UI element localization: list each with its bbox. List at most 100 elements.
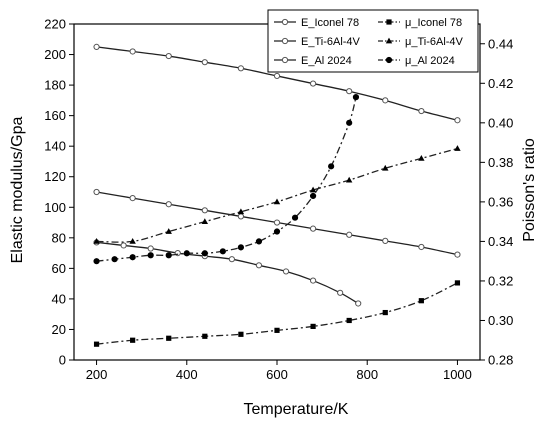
data-point (273, 198, 281, 205)
data-point (237, 213, 245, 220)
y-right-tick-label: 0.40 (488, 115, 513, 130)
legend-label: E_Al 2024 (301, 55, 352, 67)
y-right-tick-label: 0.34 (488, 234, 513, 249)
y-left-tick-label: 100 (44, 200, 66, 215)
data-point (355, 300, 362, 307)
data-point (418, 298, 424, 304)
data-point (93, 258, 100, 265)
legend-label: E_Iconel 78 (301, 17, 359, 29)
data-point (418, 155, 425, 161)
y-right-tick-label: 0.28 (488, 353, 513, 368)
legend-marker (385, 37, 393, 44)
y-left-tick-label: 160 (44, 108, 66, 123)
y-left-tick-label: 200 (44, 47, 66, 62)
series-line (96, 241, 359, 305)
series-0 (93, 43, 461, 124)
data-point (309, 277, 317, 284)
y-right-tick-label: 0.44 (488, 36, 513, 51)
data-point (165, 201, 172, 208)
legend-marker (385, 56, 393, 64)
data-point (237, 244, 245, 251)
legend-item: μ_Al 2024 (378, 55, 455, 67)
series-line (96, 147, 458, 243)
data-point (129, 195, 136, 202)
data-point (454, 117, 461, 124)
x-axis-title: Temperature/K (244, 401, 349, 418)
y-left-tick-label: 80 (52, 230, 66, 245)
data-point (165, 52, 172, 60)
y-left-tick-label: 220 (44, 17, 66, 32)
data-point (255, 238, 263, 245)
legend-item: μ_Ti-6Al-4V (378, 36, 464, 48)
data-point (228, 256, 235, 263)
y-left-tick-label: 180 (44, 78, 66, 93)
data-point (345, 176, 353, 183)
x-tick-label: 400 (176, 367, 198, 382)
y-left-tick-label: 120 (44, 169, 66, 184)
series-line (96, 282, 458, 345)
data-point (310, 323, 316, 329)
data-point (273, 72, 281, 80)
data-point (147, 252, 154, 259)
y-left-tick-label: 20 (52, 322, 66, 337)
data-point (309, 80, 317, 87)
legend-label: μ_Iconel 78 (405, 17, 462, 29)
y-left-tick-label: 60 (52, 261, 66, 276)
data-point (346, 119, 353, 126)
legend-item: E_Ti-6Al-4V (274, 36, 361, 48)
series-1 (93, 188, 461, 258)
y-right-tick-label: 0.36 (488, 194, 513, 209)
data-point (237, 208, 245, 215)
y-axis-right-title: Poisson's ratio (521, 138, 538, 242)
y-left-tick-label: 40 (52, 291, 66, 306)
data-point (238, 331, 244, 337)
data-point (93, 238, 100, 244)
y-left-tick-label: 0 (59, 353, 66, 368)
legend-marker (281, 37, 289, 45)
data-point (93, 188, 100, 196)
data-point (93, 43, 100, 51)
x-tick-label: 200 (86, 367, 108, 382)
data-point (418, 107, 425, 115)
data-point (130, 337, 136, 343)
data-point (454, 145, 461, 151)
data-point (129, 48, 136, 55)
data-point (454, 251, 461, 258)
data-point (274, 327, 280, 333)
data-point (309, 186, 317, 193)
series-5 (93, 94, 360, 265)
data-point (201, 250, 208, 257)
legend-item: E_Iconel 78 (274, 17, 359, 29)
legend-label: μ_Ti-6Al-4V (405, 36, 464, 48)
data-point (201, 207, 208, 214)
data-point (309, 225, 317, 232)
data-point (291, 214, 299, 221)
data-point (337, 289, 344, 296)
data-point (120, 242, 127, 249)
x-tick-label: 800 (356, 367, 378, 382)
data-point (382, 164, 389, 171)
y-right-tick-label: 0.42 (488, 76, 513, 91)
series-4 (93, 145, 461, 244)
legend-label: μ_Al 2024 (405, 55, 455, 67)
legend-marker (281, 56, 289, 64)
data-point (346, 88, 353, 95)
y-right-tick-label: 0.32 (488, 273, 513, 288)
data-point (147, 245, 154, 252)
data-point (352, 94, 360, 101)
data-point (183, 250, 190, 257)
data-point (418, 243, 425, 251)
series-line (96, 96, 357, 262)
legend-label: E_Ti-6Al-4V (301, 36, 361, 48)
data-point (202, 333, 208, 339)
series-3 (93, 280, 461, 347)
series-2 (93, 239, 362, 307)
data-point (255, 262, 263, 269)
data-point (111, 256, 118, 263)
data-point (346, 317, 352, 324)
legend-box (267, 9, 479, 73)
data-point (201, 59, 208, 66)
y-right-tick-label: 0.30 (488, 313, 513, 328)
legend-marker (281, 18, 289, 26)
